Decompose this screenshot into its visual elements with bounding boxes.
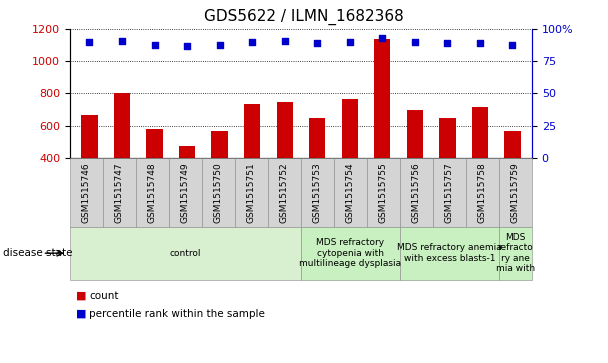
- Text: count: count: [89, 291, 119, 301]
- Text: GSM1515747: GSM1515747: [115, 162, 124, 223]
- Bar: [505, 131, 520, 222]
- Text: MDS
refracto
ry ane
mia with: MDS refracto ry ane mia with: [496, 233, 535, 273]
- Text: GSM1515750: GSM1515750: [214, 162, 223, 223]
- Bar: [309, 118, 325, 222]
- Bar: [407, 110, 423, 222]
- Text: GSM1515755: GSM1515755: [379, 162, 388, 223]
- Bar: [114, 94, 130, 222]
- Point: [150, 42, 159, 48]
- Point: [215, 42, 224, 48]
- Point: [378, 35, 387, 41]
- Bar: [277, 102, 293, 222]
- Text: GSM1515754: GSM1515754: [346, 162, 355, 223]
- Text: GDS5622 / ILMN_1682368: GDS5622 / ILMN_1682368: [204, 9, 404, 25]
- Point: [182, 43, 192, 49]
- Bar: [147, 129, 163, 222]
- Text: GSM1515753: GSM1515753: [313, 162, 322, 223]
- Text: GSM1515748: GSM1515748: [148, 162, 157, 223]
- Text: MDS refractory anemia
with excess blasts-1: MDS refractory anemia with excess blasts…: [397, 244, 502, 263]
- Bar: [342, 99, 358, 222]
- Text: percentile rank within the sample: percentile rank within the sample: [89, 309, 265, 319]
- Text: MDS refractory
cytopenia with
multilineage dysplasia: MDS refractory cytopenia with multilinea…: [299, 238, 401, 268]
- Text: GSM1515749: GSM1515749: [181, 162, 190, 223]
- Text: ■: ■: [76, 291, 86, 301]
- Point: [475, 40, 485, 46]
- Text: GSM1515759: GSM1515759: [511, 162, 520, 223]
- Text: GSM1515751: GSM1515751: [247, 162, 256, 223]
- Bar: [439, 118, 455, 222]
- Bar: [244, 104, 260, 222]
- Text: GSM1515758: GSM1515758: [478, 162, 487, 223]
- Bar: [374, 39, 390, 222]
- Bar: [81, 115, 97, 222]
- Point: [443, 40, 452, 46]
- Point: [117, 38, 127, 44]
- Point: [313, 40, 322, 46]
- Point: [85, 39, 94, 45]
- Text: GSM1515757: GSM1515757: [445, 162, 454, 223]
- Point: [508, 42, 517, 48]
- Bar: [179, 146, 195, 222]
- Text: GSM1515756: GSM1515756: [412, 162, 421, 223]
- Point: [345, 39, 354, 45]
- Text: GSM1515752: GSM1515752: [280, 162, 289, 223]
- Text: GSM1515746: GSM1515746: [82, 162, 91, 223]
- Point: [247, 39, 257, 45]
- Bar: [472, 107, 488, 222]
- Text: ■: ■: [76, 309, 86, 319]
- Point: [410, 39, 420, 45]
- Point: [280, 38, 289, 44]
- Text: control: control: [170, 249, 201, 258]
- Bar: [212, 131, 228, 222]
- Text: disease state: disease state: [3, 248, 72, 258]
